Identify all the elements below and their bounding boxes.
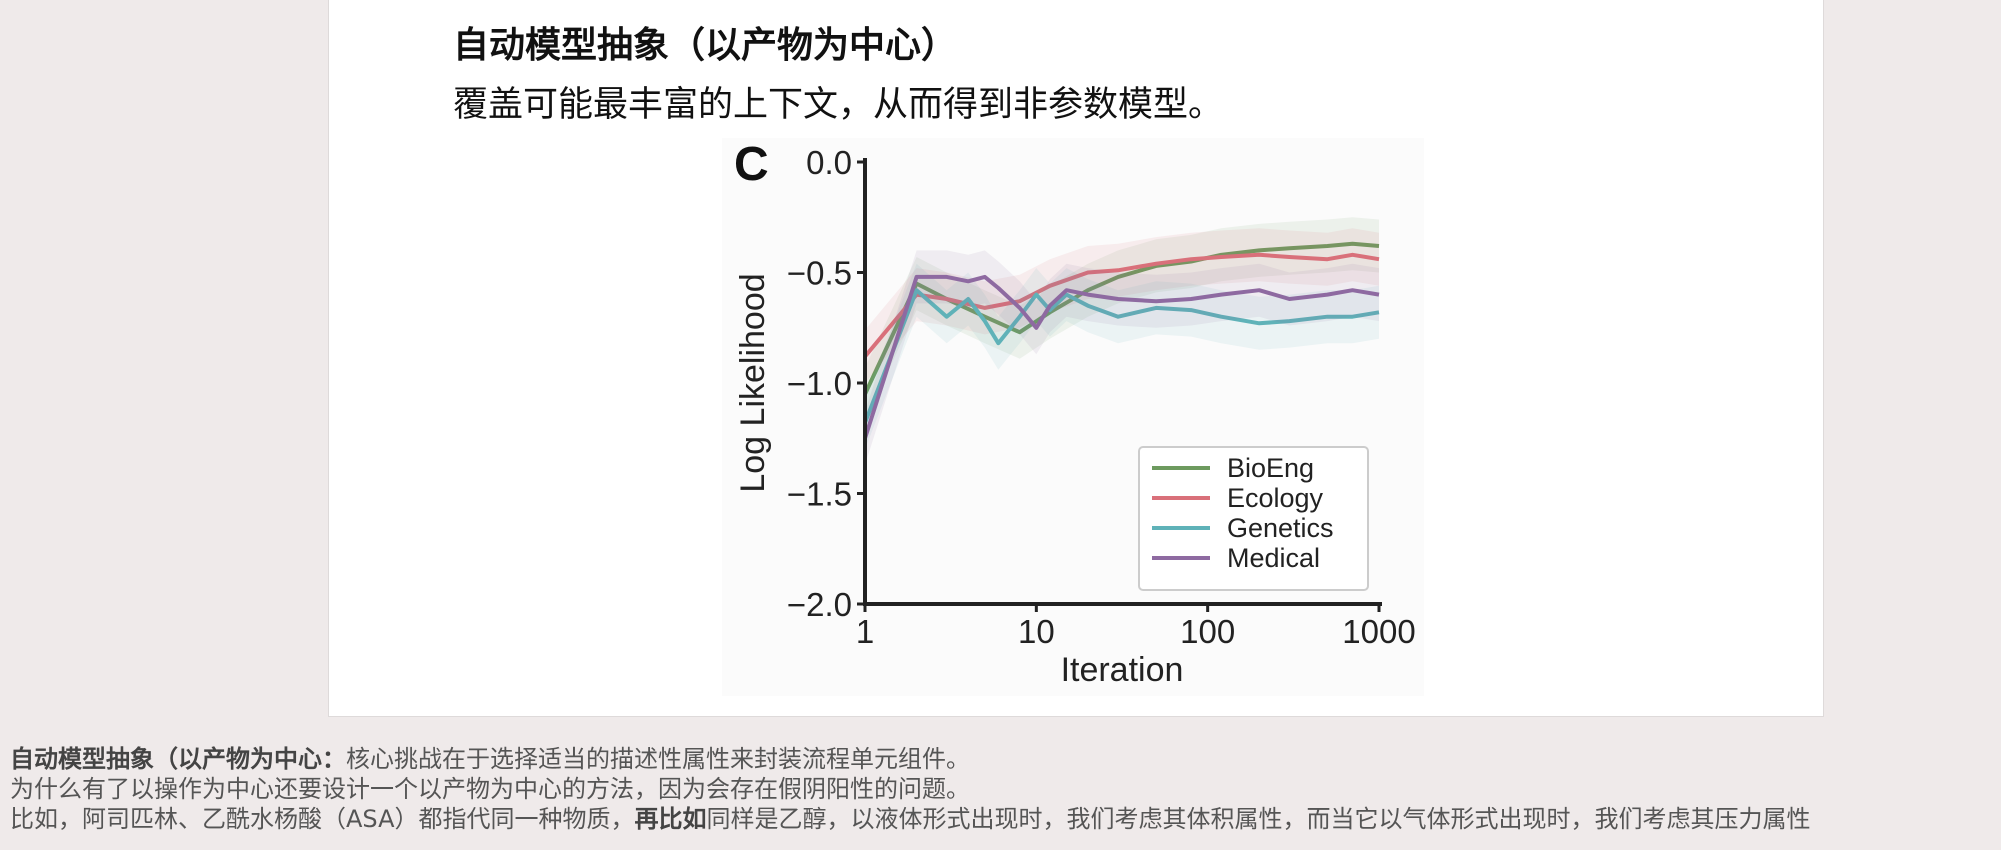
y-tick-label: −2.0: [787, 586, 852, 623]
notes-line-1-text: 核心挑战在于选择适当的描述性属性来封装流程单元组件。: [346, 745, 970, 773]
legend-label-bioeng: BioEng: [1227, 453, 1314, 483]
legend-label-ecology: Ecology: [1227, 483, 1324, 513]
y-tick-label: −1.0: [787, 365, 852, 402]
notes-line-3: 比如，阿司匹林、乙酰水杨酸（ASA）都指代同一种物质，再比如同样是乙醇，以液体形…: [10, 804, 1990, 834]
legend-box: [1138, 446, 1369, 591]
series-line-bioeng: [863, 241, 1380, 395]
series-band-genetics: [865, 263, 1379, 450]
chart-svg: C 0.0 −0.5 −1.0 −1.5 −2.01 10 100 1000 Iteratio…: [734, 138, 1416, 689]
series-line-genetics: [863, 288, 1380, 424]
plot-area: [863, 217, 1380, 465]
y-axis-label: Log Likelihood: [734, 273, 772, 492]
notes-line-2: 为什么有了以操作为中心还要设计一个以产物为中心的方法，因为会存在假阴阳性的问题。: [10, 775, 970, 803]
notes-line-3-text-b: 同样是乙醇，以液体形式出现时，我们考虑其体积属性，而当它以气体形式出现时，我们考…: [706, 805, 1811, 833]
panel-label: C: [734, 138, 769, 191]
legend-label-genetics: Genetics: [1227, 513, 1334, 543]
speaker-notes: 自动模型抽象（以产物为中心：核心挑战在于选择适当的描述性属性来封装流程单元组件。…: [10, 744, 1990, 834]
x-tick-label: 1: [856, 613, 874, 650]
notes-line-3-text-a: 比如，阿司匹林、乙酰水杨酸（ASA）都指代同一种物质，: [10, 805, 635, 833]
axis-ticks: 0.0 −0.5 −1.0 −1.5 −2.01 10 100 1000: [787, 144, 1416, 650]
series-band-ecology: [865, 228, 1379, 383]
y-tick-label: −1.5: [787, 476, 852, 513]
series-band-bioeng: [865, 217, 1379, 421]
notes-line-1-bold: 自动模型抽象（以产物为中心：: [10, 745, 346, 773]
series-band-medical: [865, 250, 1379, 465]
slide-subtitle: 覆盖可能最丰富的上下文，从而得到非参数模型。: [453, 85, 1224, 125]
x-tick-label: 1000: [1342, 613, 1415, 650]
legend-label-medical: Medical: [1227, 543, 1320, 573]
slide-title: 自动模型抽象（以产物为中心）: [453, 25, 958, 66]
y-tick-label: 0.0: [806, 144, 852, 181]
log-likelihood-chart: C 0.0 −0.5 −1.0 −1.5 −2.0 1 10 100 1000 Iteratio…: [722, 138, 1424, 696]
x-tick-label: 100: [1180, 613, 1235, 650]
y-tick-label: −0.5: [787, 255, 852, 292]
notes-line-3-bold: 再比如: [634, 805, 707, 833]
series-line-medical: [863, 274, 1380, 439]
x-axis-label: Iteration: [1061, 651, 1184, 689]
x-tick-label: 10: [1018, 613, 1055, 650]
notes-line-1: 自动模型抽象（以产物为中心：核心挑战在于选择适当的描述性属性来封装流程单元组件。: [10, 744, 1990, 774]
